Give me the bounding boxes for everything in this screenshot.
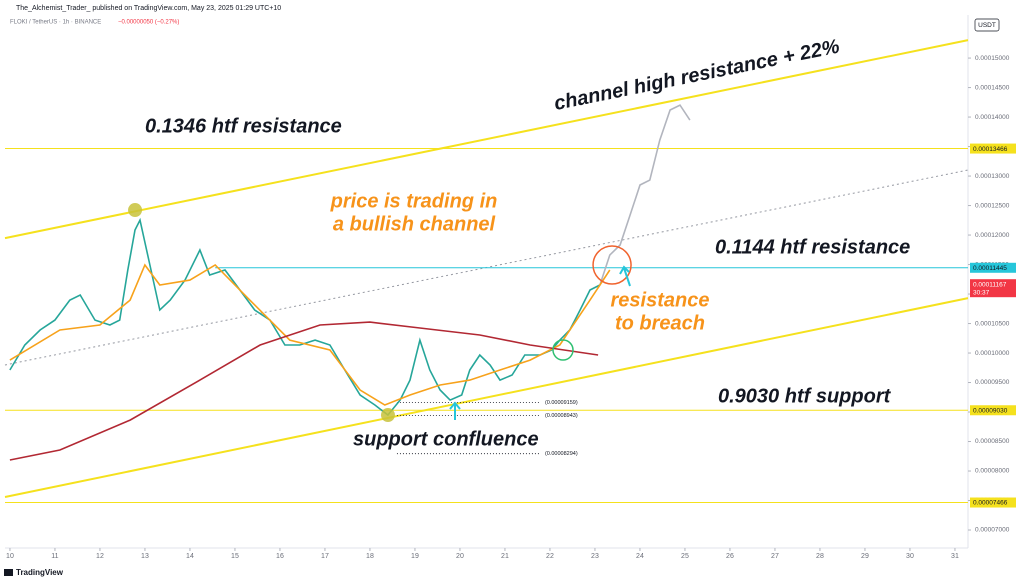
y-tick-label: 0.00010500 [975, 320, 1010, 327]
y-tick-label: 0.00013000 [975, 173, 1010, 180]
y-tick-label: 0.00015000 [975, 55, 1010, 62]
countdown: 30:37 [973, 289, 990, 296]
x-tick-label: 27 [771, 553, 779, 560]
author-line: The_Alchemist_Trader_ published on Tradi… [16, 5, 281, 12]
mark-label: (0.00009159) [545, 400, 578, 406]
annotation: a bullish channel [333, 213, 496, 235]
annotation: 0.9030 htf support [718, 385, 892, 407]
currency: USDT [978, 22, 996, 29]
y-tick-label: 0.00014000 [975, 114, 1010, 121]
arrow [449, 401, 461, 420]
x-tick-label: 17 [321, 553, 329, 560]
x-tick-label: 13 [141, 553, 149, 560]
highlight-dot [380, 408, 395, 423]
level-label-bg [970, 405, 1016, 416]
x-tick-label: 15 [231, 553, 239, 560]
x-tick-label: 19 [411, 553, 419, 560]
highlight-ring [552, 339, 574, 361]
level-label: 0.00009030 [973, 407, 1008, 414]
x-tick-label: 21 [501, 553, 509, 560]
y-tick-label: 0.00012000 [975, 232, 1010, 239]
channel-line [4, 39, 969, 240]
channel-line [4, 297, 969, 498]
annotation: support confluence [353, 428, 539, 450]
x-tick-label: 22 [546, 553, 554, 560]
level-label: 0.00011445 [973, 265, 1007, 272]
x-tick-label: 10 [6, 553, 14, 560]
x-tick-label: 28 [816, 553, 824, 560]
currency-box [974, 18, 1000, 32]
y-tick-label: 0.00008000 [975, 468, 1010, 475]
price-change: −0.00000050 (−0.27%) [118, 20, 179, 26]
annotation: 0.1144 htf resistance [715, 236, 910, 258]
price-line [599, 104, 691, 286]
x-tick-label: 25 [681, 553, 689, 560]
y-tick-label: 0.00009500 [975, 379, 1010, 386]
y-tick-label: 0.00012500 [975, 202, 1010, 209]
annotation: 0.1346 htf resistance [145, 115, 342, 137]
level-label-bg [970, 497, 1016, 508]
x-tick-label: 31 [951, 553, 959, 560]
symbol: FLOKI / TetherUS · 1h · BINANCE [10, 20, 101, 26]
x-tick-label: 11 [51, 553, 58, 560]
price-line [9, 263, 611, 406]
level-label: 0.00013466 [973, 146, 1008, 153]
x-tick-label: 16 [276, 553, 284, 560]
x-tick-label: 23 [591, 553, 599, 560]
highlight-dot [128, 203, 143, 218]
annotation: resistance [611, 289, 710, 311]
annotation: price is trading in [330, 190, 498, 212]
y-tick-label: 0.00008500 [975, 438, 1010, 445]
x-tick-label: 20 [456, 553, 464, 560]
y-tick-label: 0.00010000 [975, 350, 1010, 357]
y-tick-label: 0.00014500 [975, 84, 1010, 91]
x-tick-label: 30 [906, 553, 914, 560]
plot: (0.00009159)(0.00008943)(0.00008294)chan… [4, 35, 969, 504]
mark-label: (0.00008943) [545, 413, 578, 419]
level-label-bg [970, 143, 1016, 154]
price-line [9, 321, 599, 461]
y-tick-label: 0.00007000 [975, 527, 1010, 534]
brand-logo [4, 569, 13, 576]
annotation: to breach [615, 312, 705, 334]
highlight-ring [592, 245, 632, 285]
x-tick-label: 12 [96, 553, 104, 560]
brand: TradingView [16, 568, 64, 577]
x-tick-label: 18 [366, 553, 374, 560]
x-tick-label: 14 [186, 553, 194, 560]
x-tick-label: 24 [636, 553, 644, 560]
level-label: 0.00007466 [973, 500, 1008, 507]
price-line [9, 217, 601, 417]
last-price-bg [970, 279, 1016, 298]
last-price: 0.00011167 [973, 281, 1007, 288]
x-tick-label: 29 [861, 553, 869, 560]
level-label-bg [970, 262, 1016, 273]
x-tick-label: 26 [726, 553, 734, 560]
mark-label: (0.00008294) [545, 451, 578, 457]
arrow [619, 265, 631, 287]
